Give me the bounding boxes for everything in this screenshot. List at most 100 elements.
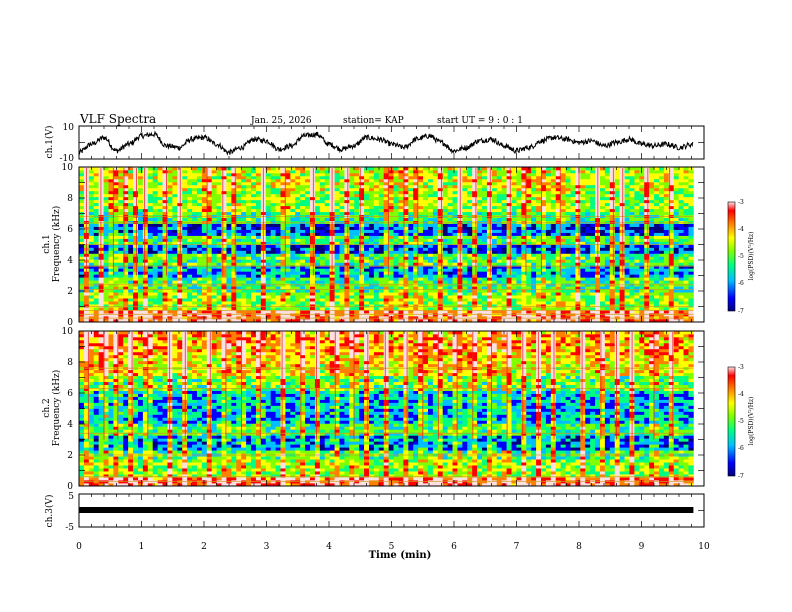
spectrogram-cell [408,244,414,248]
spectrogram-cell [334,238,340,242]
spectrogram-cell [108,229,114,233]
spectrogram-cell [486,226,493,230]
spectrogram-cell [531,187,537,192]
spectrogram-cell [511,274,517,278]
spectrogram-cell [221,271,227,275]
spectrogram-cell [236,167,242,171]
spectrogram-cell [339,175,345,180]
spectrogram-cell [314,199,321,204]
spectrogram-cell [432,235,439,239]
spectrogram-cell [216,256,222,260]
spectrogram-cell [216,220,222,224]
spectrogram-cell [388,289,394,293]
spectrogram-cell [147,208,154,213]
spectrogram-cell [118,271,124,275]
spectrogram-cell [339,211,345,216]
spectrogram-cell [364,250,370,254]
spectrogram-cell [368,196,375,201]
spectrogram-cell [152,280,158,284]
spectrogram-cell [324,304,331,308]
ch1-spectrogram-panel: 0 2 4 6 8 10 ch.1 Frequency (kHz) [42,163,705,328]
spectrogram-cell [496,256,503,260]
spectrogram-cell [216,217,222,221]
spectrogram-cell [521,313,527,317]
spectrogram-cell [462,172,468,177]
spectrogram-cell [255,199,262,204]
spectrogram-cell [516,229,522,233]
spectrogram-cell [157,193,163,198]
spectrogram-cell [246,292,252,296]
spectrogram-cell [521,238,527,242]
spectrogram-cell [255,292,262,296]
spectrogram-cell [462,307,468,311]
spectrogram-cell [423,169,429,174]
spectrogram-cell [491,253,498,257]
spectrogram-cell [418,298,424,302]
spectrogram-cell [211,310,217,314]
spectrogram-cell [359,250,365,254]
spectrogram-cell [172,241,178,245]
spectrogram-cell [511,250,517,254]
spectrogram-cell [349,199,355,204]
spectrogram-cell [314,265,321,269]
spectrogram-cell [196,319,203,323]
spectrogram-cell [482,205,488,210]
spectrogram-cell [526,307,532,311]
spectrogram-cell [496,187,503,192]
spectrogram-cell [344,247,350,251]
spectrogram-cell [373,307,380,311]
spectrogram-cell [133,217,139,221]
spectrogram-cell [437,232,444,236]
spectrogram-cell [137,169,144,174]
spectrogram-cell [93,208,100,213]
spectrogram-cell [373,232,380,236]
spectrogram-cell [79,181,85,186]
spectrogram-cell [501,280,507,284]
spectrogram-cell [255,235,262,239]
spectrogram-cell [418,175,424,180]
spectrogram-cell [226,229,232,233]
spectrogram-cell [221,238,227,242]
spectrogram-cell [118,304,124,308]
spectrogram-cell [418,205,424,210]
spectrogram-cell [113,280,119,284]
spectrogram-cell [152,244,158,248]
spectrogram-cell [339,265,345,269]
spectrogram-cell [511,184,517,189]
spectrogram-cell [354,167,360,171]
spectrogram-cell [472,298,478,302]
spectrogram-cell [521,169,527,174]
spectrogram-cell [88,268,95,272]
spectrogram-cell [393,319,399,323]
spectrogram-cell [221,241,227,245]
spectrogram-cell [251,313,257,317]
spectrogram-cell [79,187,85,192]
spectrogram-cell [368,187,375,192]
spectrogram-cell [206,187,213,192]
spectrogram-cell [310,277,316,281]
spectrogram-cell [251,292,257,296]
spectrogram-cell [491,167,498,171]
spectrogram-cell [437,277,444,281]
spectrogram-cell [226,223,232,227]
spectrogram-cell [187,301,193,305]
spectrogram-cell [251,169,257,174]
spectrogram-cell [324,280,331,284]
spectrogram-cell [162,271,168,275]
spectrogram-cell [246,226,252,230]
spectrogram-cell [536,232,542,236]
spectrogram-cell [255,184,262,189]
spectrogram-cell [88,286,95,290]
spectrogram-cell [226,235,232,239]
spectrogram-cell [516,175,522,180]
spectrogram-cell [152,310,158,314]
spectrogram-cell [201,169,208,174]
spectrogram-cell [236,187,242,192]
spectrogram-cell [349,313,355,317]
spectrogram-cell [388,313,394,317]
spectrogram-cell [275,175,281,180]
spectrogram-cell [373,184,380,189]
spectrogram-cell [329,277,335,281]
spectrogram-cell [344,250,350,254]
spectrogram-cell [128,184,134,189]
